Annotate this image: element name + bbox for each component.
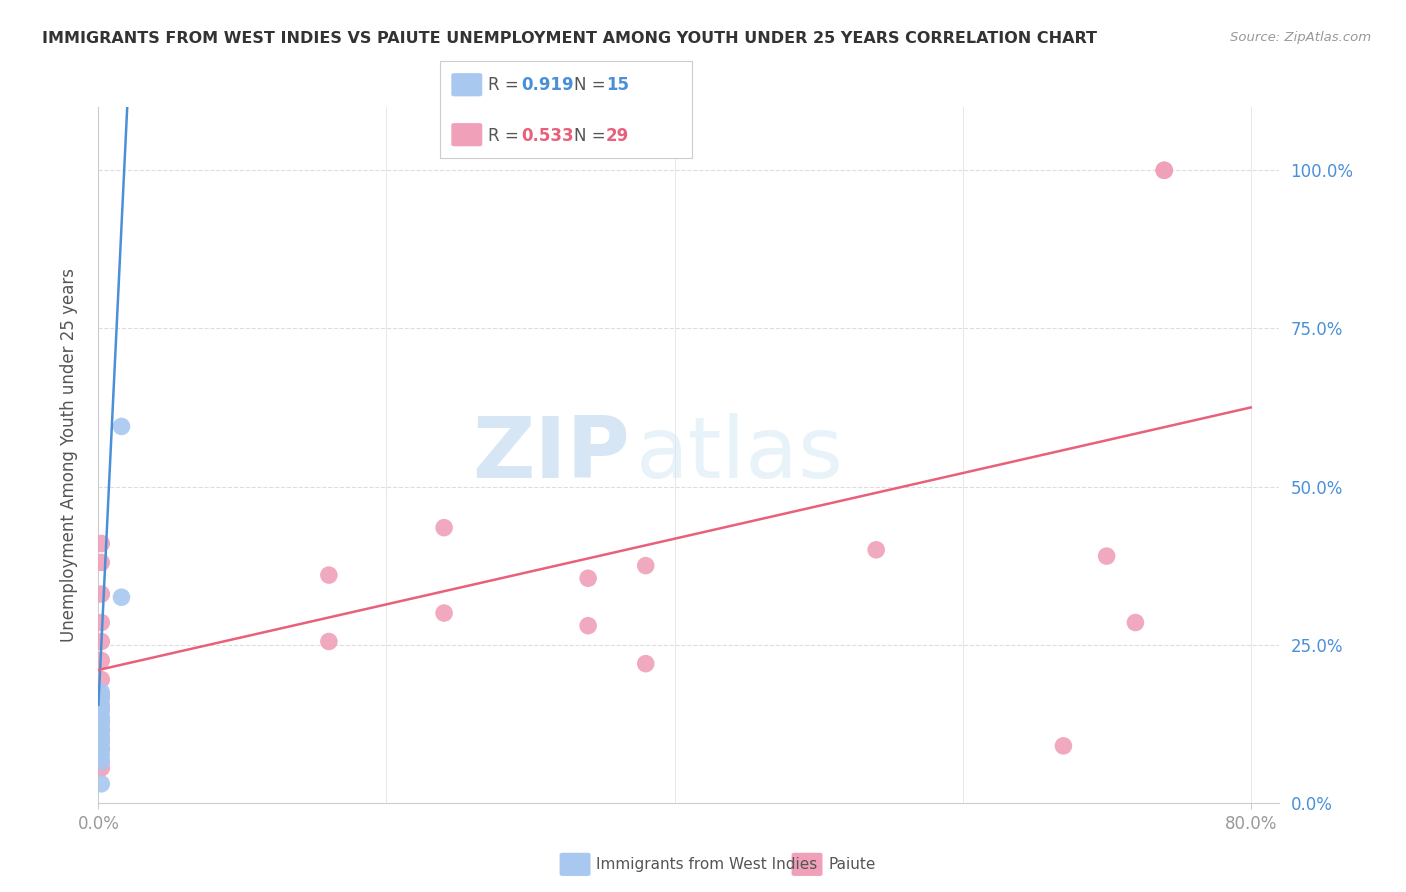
- Point: [90, 761, 112, 775]
- Point: [90, 653, 112, 667]
- Point: [433, 606, 456, 620]
- Text: IMMIGRANTS FROM WEST INDIES VS PAIUTE UNEMPLOYMENT AMONG YOUTH UNDER 25 YEARS CO: IMMIGRANTS FROM WEST INDIES VS PAIUTE UN…: [42, 31, 1097, 46]
- Text: 0.919: 0.919: [522, 76, 574, 94]
- Point: [90, 736, 112, 750]
- Point: [634, 558, 657, 573]
- Point: [90, 698, 112, 712]
- Y-axis label: Unemployment Among Youth under 25 years: Unemployment Among Youth under 25 years: [59, 268, 77, 642]
- Point: [90, 691, 112, 706]
- Point: [90, 742, 112, 756]
- Point: [1153, 163, 1175, 178]
- Point: [1095, 549, 1118, 563]
- Point: [110, 591, 132, 605]
- Point: [1052, 739, 1074, 753]
- Text: Immigrants from West Indies: Immigrants from West Indies: [596, 857, 817, 871]
- Point: [1153, 163, 1175, 178]
- Point: [576, 618, 599, 632]
- Point: [90, 536, 112, 550]
- Point: [90, 556, 112, 570]
- Point: [90, 755, 112, 769]
- Point: [90, 777, 112, 791]
- Text: 15: 15: [606, 76, 628, 94]
- Point: [1125, 615, 1147, 630]
- Text: atlas: atlas: [636, 413, 844, 497]
- Text: R =: R =: [488, 76, 524, 94]
- Point: [433, 521, 456, 535]
- Point: [90, 716, 112, 731]
- Point: [90, 748, 112, 763]
- Text: Paiute: Paiute: [828, 857, 876, 871]
- Point: [90, 723, 112, 737]
- Point: [90, 685, 112, 699]
- Point: [90, 730, 112, 744]
- Point: [576, 571, 599, 585]
- Point: [90, 615, 112, 630]
- Point: [90, 732, 112, 747]
- Text: 29: 29: [606, 127, 630, 145]
- Point: [90, 701, 112, 715]
- Point: [90, 634, 112, 648]
- Text: ZIP: ZIP: [472, 413, 630, 497]
- Point: [90, 673, 112, 687]
- Text: R =: R =: [488, 127, 524, 145]
- Point: [90, 587, 112, 601]
- Point: [318, 634, 340, 648]
- Text: N =: N =: [574, 76, 610, 94]
- Point: [90, 710, 112, 724]
- Point: [634, 657, 657, 671]
- Point: [90, 688, 112, 702]
- Point: [110, 419, 132, 434]
- Point: [90, 714, 112, 728]
- Text: 0.533: 0.533: [522, 127, 574, 145]
- Text: Source: ZipAtlas.com: Source: ZipAtlas.com: [1230, 31, 1371, 45]
- Point: [90, 723, 112, 737]
- Point: [90, 704, 112, 718]
- Point: [865, 542, 887, 557]
- Point: [90, 742, 112, 756]
- Text: N =: N =: [574, 127, 610, 145]
- Point: [90, 755, 112, 769]
- Point: [318, 568, 340, 582]
